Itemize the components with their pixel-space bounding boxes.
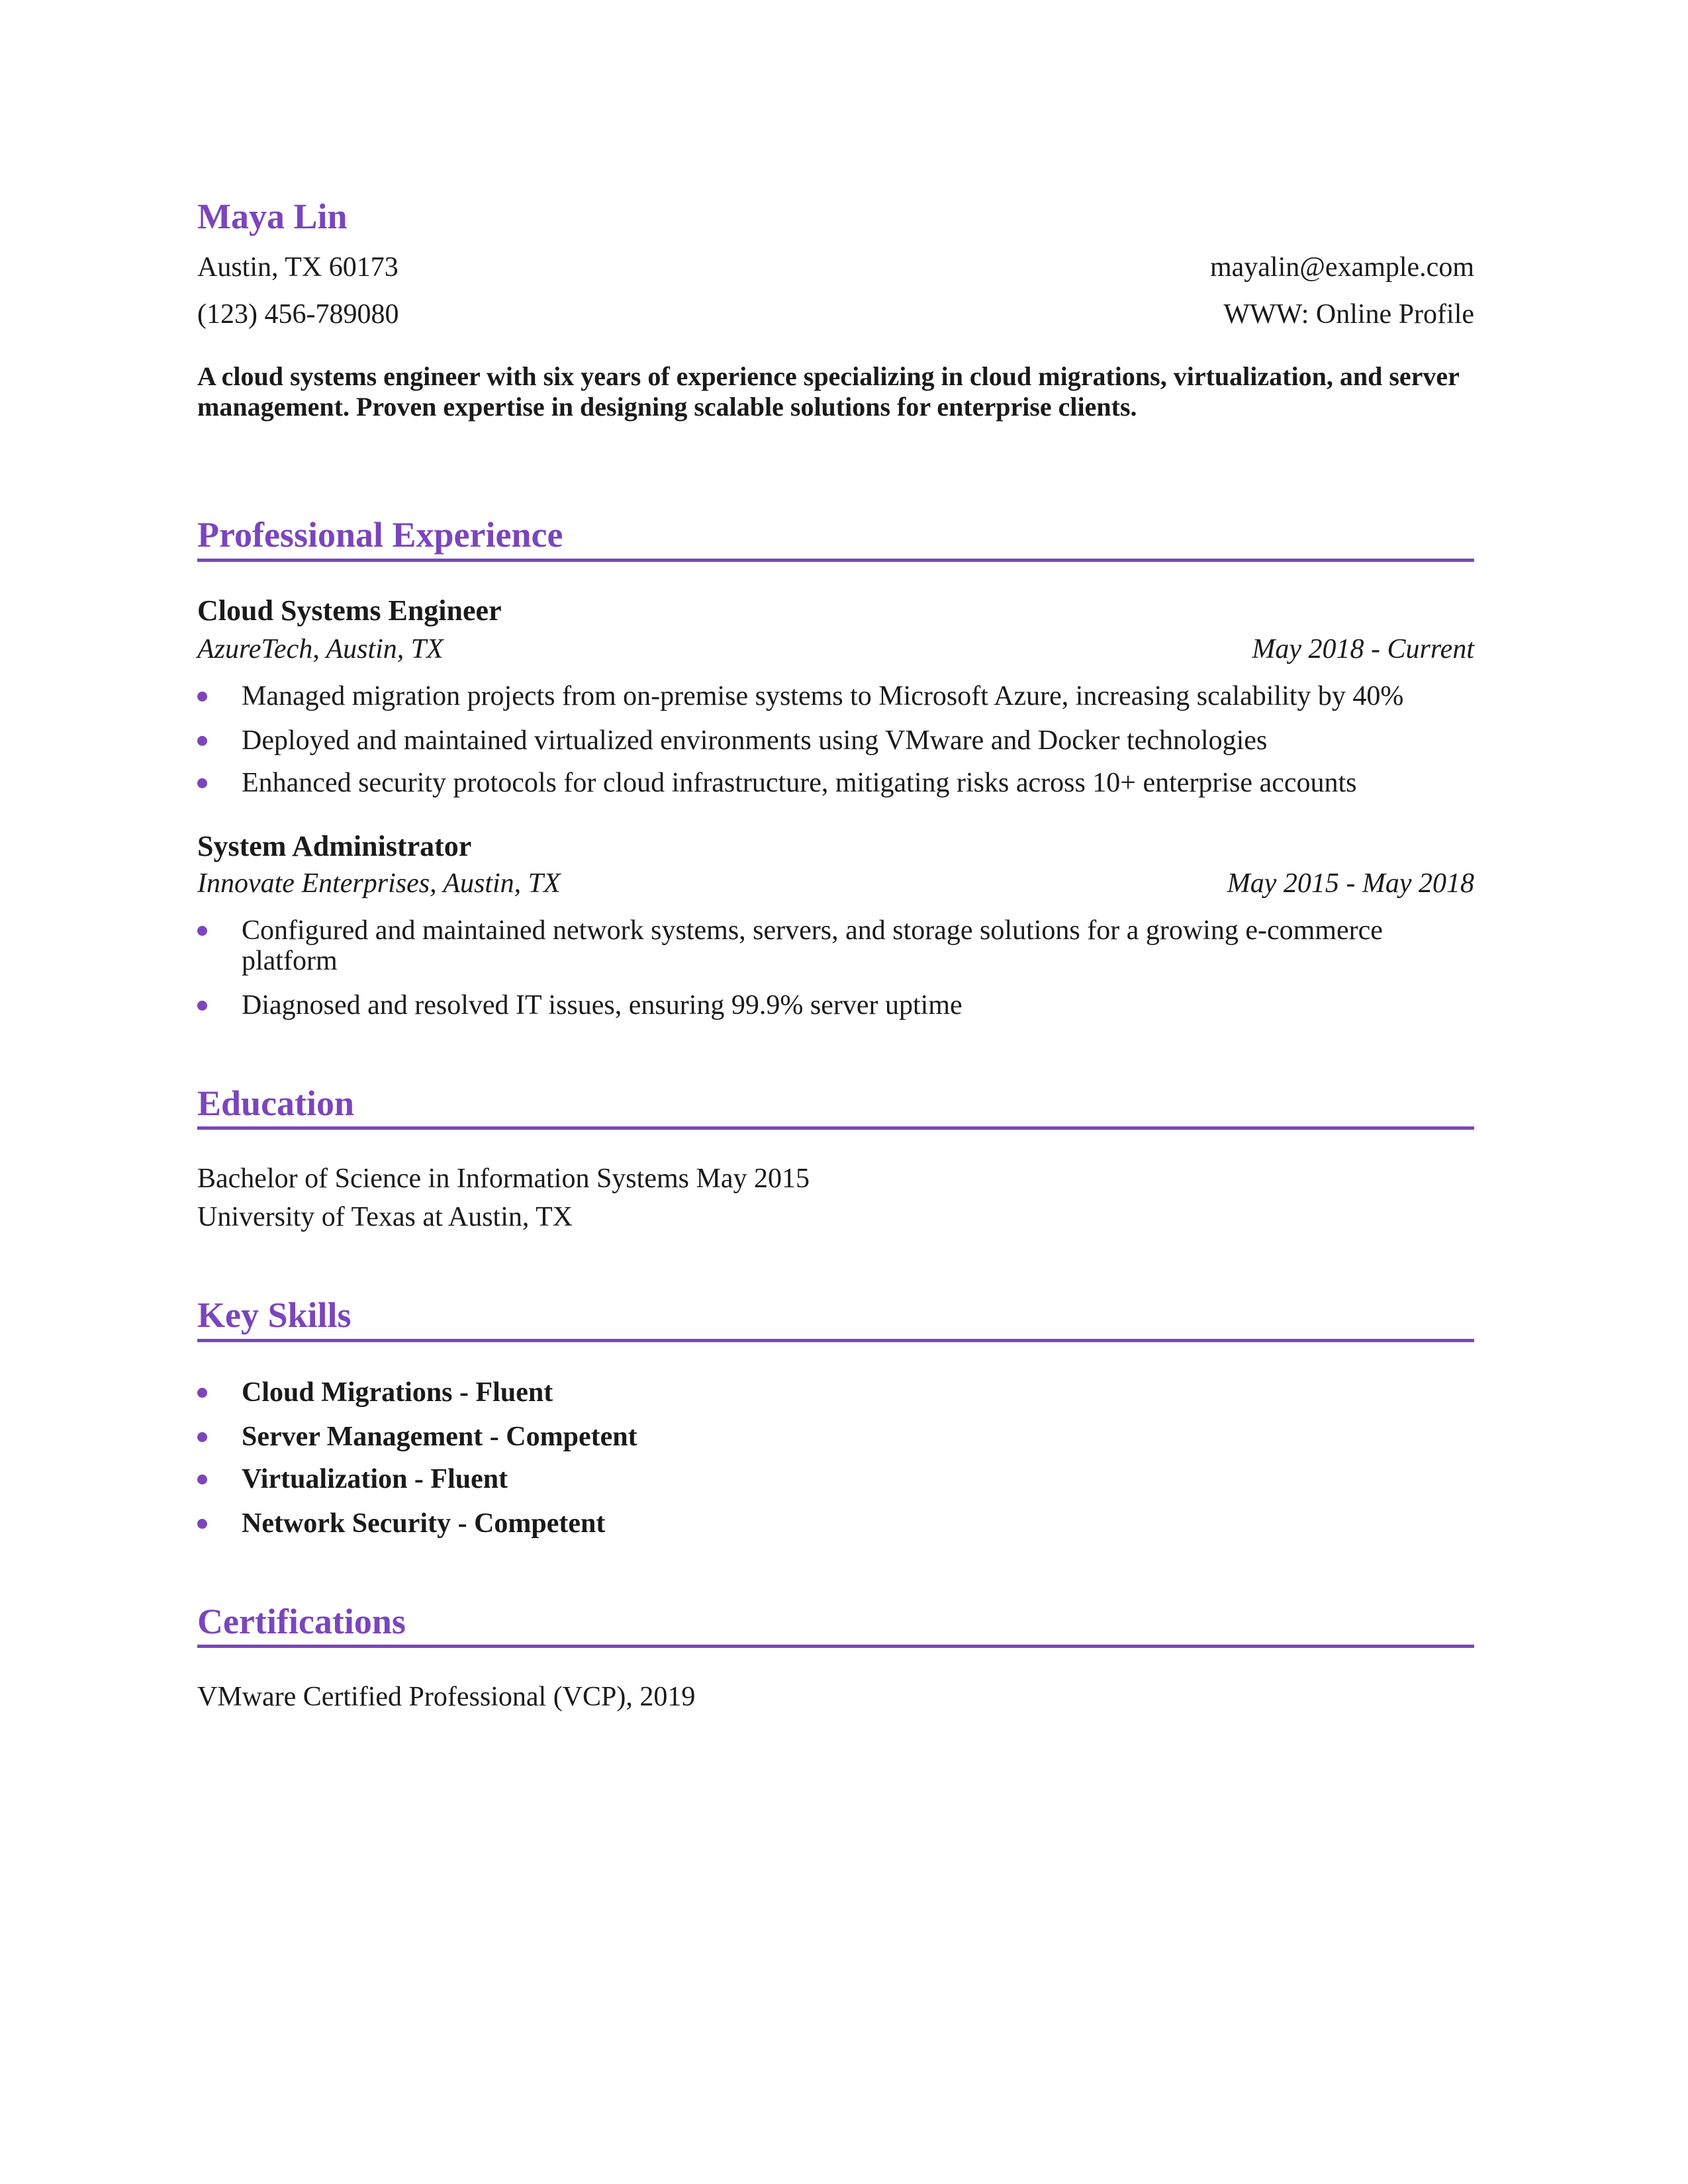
section-rule [197, 1339, 1474, 1342]
skill: Network Security - Competent [242, 1508, 606, 1539]
section-heading: Education [197, 1083, 355, 1123]
company: Innovate Enterprises, Austin, TX [197, 868, 561, 899]
bullet-dot [197, 778, 207, 788]
job-title: Cloud Systems Engineer [197, 594, 502, 627]
section-heading: Key Skills [197, 1295, 352, 1335]
skill: Virtualization - Fluent [242, 1464, 508, 1494]
bullet: Diagnosed and resolved IT issues, ensuri… [242, 990, 962, 1021]
website[interactable]: WWW: Online Profile [1223, 299, 1474, 330]
phone: (123) 456-789080 [197, 299, 399, 330]
bullet-dot [197, 1001, 207, 1011]
education-line: Bachelor of Science in Information Syste… [197, 1163, 810, 1194]
bullet-dot [197, 1432, 207, 1442]
education-line: University of Texas at Austin, TX [197, 1202, 573, 1232]
bullet: Managed migration projects from on-premi… [242, 681, 1404, 711]
section-heading: Professional Experience [197, 515, 563, 555]
address: Austin, TX 60173 [197, 252, 399, 283]
section-rule [197, 559, 1474, 562]
email[interactable]: mayalin@example.com [1209, 252, 1474, 283]
company: AzureTech, Austin, TX [197, 634, 444, 664]
skill: Server Management - Competent [242, 1422, 637, 1452]
section-heading: Certifications [197, 1602, 406, 1641]
dates: May 2018 - Current [1252, 634, 1474, 664]
bullet-dot [197, 692, 207, 702]
summary: A cloud systems engineer with six years … [197, 361, 1460, 422]
section-rule [197, 1126, 1474, 1130]
bullet: Configured and maintained network system… [242, 915, 1383, 976]
bullet-dot [197, 1519, 207, 1529]
certification: VMware Certified Professional (VCP), 201… [197, 1682, 696, 1712]
bullet-dot [197, 1475, 207, 1484]
job-title: System Administrator [197, 830, 472, 862]
name: Maya Lin [197, 197, 348, 236]
bullet: Deployed and maintained virtualized envi… [242, 725, 1268, 756]
section-rule [197, 1645, 1474, 1648]
bullet-dot [197, 1388, 207, 1398]
dates: May 2015 - May 2018 [1227, 868, 1474, 899]
bullet-dot [197, 736, 207, 746]
bullet-dot [197, 926, 207, 936]
bullet: Enhanced security protocols for cloud in… [242, 768, 1357, 798]
skill: Cloud Migrations - Fluent [242, 1377, 553, 1408]
